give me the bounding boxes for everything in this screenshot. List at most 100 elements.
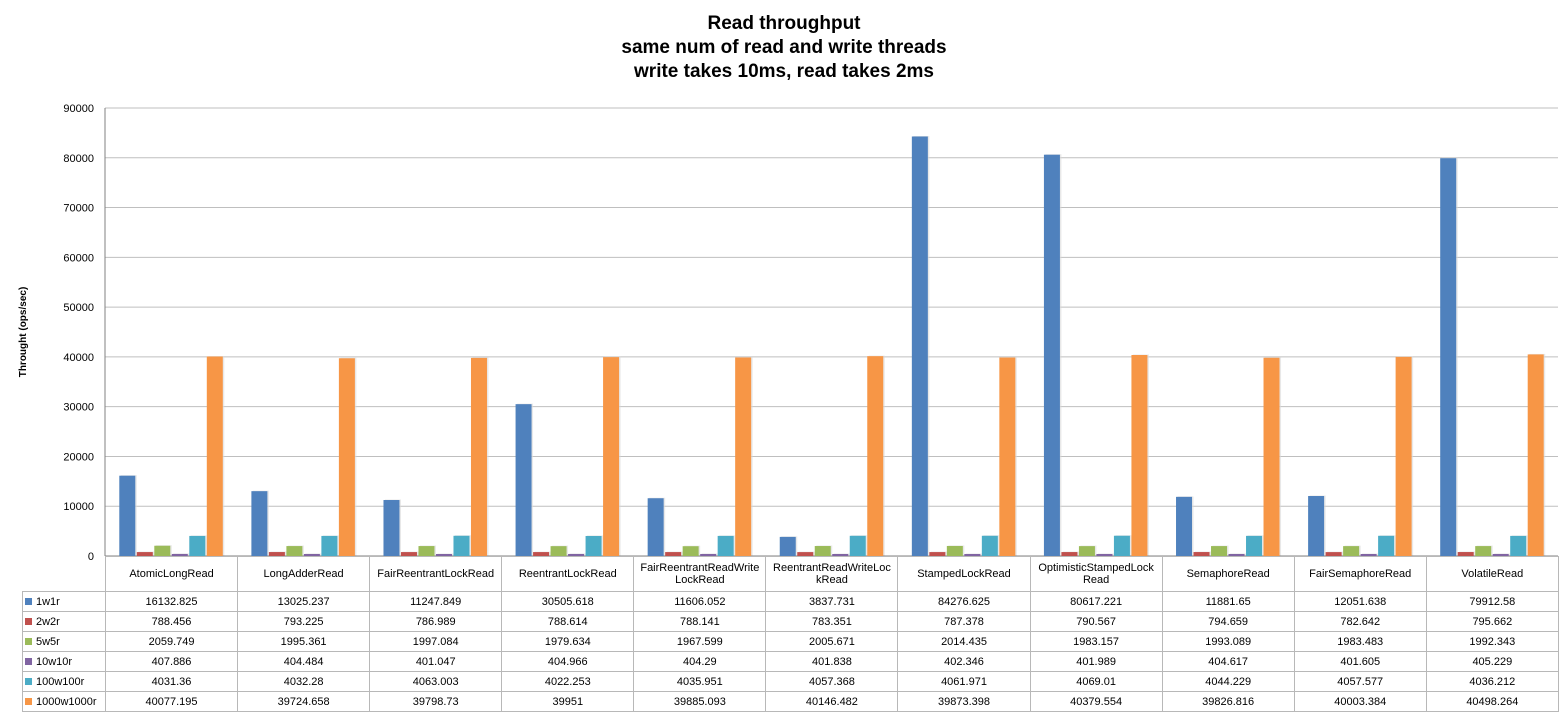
bar-2w2r-FairReentrantReadWriteLockRead xyxy=(665,552,682,556)
bar-10w10r-ReentrantLockRead xyxy=(568,553,585,556)
bar-5w5r-StampedLockRead xyxy=(946,545,963,556)
table-row: 2w2r 788.456 793.225 786.989 788.614 788.141 7… xyxy=(22,611,1559,632)
chart-title-line-1: Read throughput xyxy=(707,13,861,34)
bar-1w1r-AtomicLongRead xyxy=(119,475,136,556)
bar-10w10r-StampedLockRead xyxy=(964,553,981,556)
bar-1000w1000r-ReentrantReadWriteLockRead xyxy=(867,356,884,556)
data-label: 39826.816 xyxy=(1161,691,1295,712)
data-label: 1983.483 xyxy=(1293,631,1427,652)
data-label: 404.29 xyxy=(633,651,767,672)
data-label: 4031.36 xyxy=(104,671,239,692)
bar-5w5r-FairReentrantLockRead xyxy=(418,546,435,556)
bar-1000w1000r-SemaphoreRead xyxy=(1263,357,1280,556)
data-label: 787.378 xyxy=(897,611,1031,632)
bar-100w100r-AtomicLongRead xyxy=(189,535,206,556)
bar-5w5r-VolatileRead xyxy=(1475,546,1492,556)
data-label: 404.484 xyxy=(237,651,371,672)
bar-5w5r-OptimisticStampedLockRead xyxy=(1078,546,1095,556)
bar-10w10r-FairReentrantLockRead xyxy=(435,554,452,556)
legend-entry: 100w100r xyxy=(22,671,106,692)
data-label: 80617.221 xyxy=(1029,591,1163,612)
category-label-line: SemaphoreRead xyxy=(1186,568,1270,580)
bar-5w5r-SemaphoreRead xyxy=(1211,546,1228,556)
data-label: 4057.368 xyxy=(765,671,899,692)
category-label-line: LongAdderRead xyxy=(263,568,344,580)
bar-10w10r-LongAdderRead xyxy=(303,553,320,556)
data-label: 4069.01 xyxy=(1029,671,1163,692)
bar-100w100r-SemaphoreRead xyxy=(1246,535,1263,556)
data-label: 793.225 xyxy=(237,611,371,632)
bar-2w2r-FairSemaphoreRead xyxy=(1325,552,1342,556)
bar-100w100r-ReentrantReadWriteLockRead xyxy=(849,535,866,556)
bar-1000w1000r-AtomicLongRead xyxy=(206,356,223,556)
data-label: 1979.634 xyxy=(501,631,635,652)
data-label: 402.346 xyxy=(897,651,1031,672)
category-label: LongAdderRead xyxy=(237,556,371,592)
bar-1w1r-OptimisticStampedLockRead xyxy=(1043,154,1060,556)
bar-1w1r-FairReentrantLockRead xyxy=(383,500,400,556)
data-label: 30505.618 xyxy=(501,591,635,612)
bar-1w1r-StampedLockRead xyxy=(911,136,928,556)
category-label: FairReentrantLockRead xyxy=(369,556,503,592)
category-label-line: ReentrantLockRead xyxy=(518,568,617,580)
bar-1000w1000r-StampedLockRead xyxy=(999,357,1016,556)
y-tick-label: 70000 xyxy=(63,203,94,215)
legend-swatch xyxy=(25,598,32,606)
category-label: FairReentrantReadWrite LockRead xyxy=(633,556,767,592)
bar-1w1r-FairReentrantReadWriteLockRead xyxy=(647,498,664,556)
data-label: 11247.849 xyxy=(369,591,503,612)
data-label: 404.617 xyxy=(1161,651,1295,672)
data-label: 3837.731 xyxy=(765,591,899,612)
data-label: 401.989 xyxy=(1029,651,1163,672)
category-label-line: StampedLockRead xyxy=(917,568,1011,580)
data-label: 4061.971 xyxy=(897,671,1031,692)
data-label: 404.966 xyxy=(501,651,635,672)
data-label: 2014.435 xyxy=(897,631,1031,652)
category-label-line: kRead xyxy=(816,574,848,586)
bar-10w10r-FairSemaphoreRead xyxy=(1360,554,1377,556)
bar-2w2r-LongAdderRead xyxy=(268,552,285,556)
bar-1w1r-SemaphoreRead xyxy=(1176,496,1193,556)
category-label-line: OptimisticStampedLock xyxy=(1038,562,1154,574)
bar-2w2r-StampedLockRead xyxy=(929,552,946,556)
bar-1000w1000r-ReentrantLockRead xyxy=(603,357,620,556)
y-tick-label: 60000 xyxy=(63,252,94,264)
bar-10w10r-FairReentrantReadWriteLockRead xyxy=(700,553,717,556)
data-label: 39873.398 xyxy=(897,691,1031,712)
y-tick-label: 50000 xyxy=(63,302,94,314)
bar-100w100r-FairSemaphoreRead xyxy=(1378,535,1395,556)
bar-2w2r-ReentrantLockRead xyxy=(533,552,550,556)
data-label: 4035.951 xyxy=(633,671,767,692)
table-row: 100w100r 4031.36 4032.28 4063.003 4022.253 40… xyxy=(22,671,1559,692)
bar-1000w1000r-VolatileRead xyxy=(1527,354,1544,556)
y-tick-label: 30000 xyxy=(63,402,94,414)
data-label: 1992.343 xyxy=(1425,631,1559,652)
y-tick-label: 40000 xyxy=(63,352,94,364)
bar-2w2r-AtomicLongRead xyxy=(136,552,153,556)
bar-1000w1000r-OptimisticStampedLockRead xyxy=(1131,354,1148,556)
y-tick-label: 10000 xyxy=(63,501,94,513)
legend-entry: 1000w1000r xyxy=(22,691,106,712)
data-label: 786.989 xyxy=(369,611,503,632)
category-label: StampedLockRead xyxy=(897,556,1031,592)
category-label: VolatileRead xyxy=(1425,556,1559,592)
category-label-line: VolatileRead xyxy=(1461,568,1524,580)
bar-1000w1000r-FairSemaphoreRead xyxy=(1395,356,1412,556)
data-label: 1993.089 xyxy=(1161,631,1295,652)
data-label: 1967.599 xyxy=(633,631,767,652)
data-label: 40146.482 xyxy=(765,691,899,712)
data-label: 13025.237 xyxy=(237,591,371,612)
data-label: 39951 xyxy=(501,691,635,712)
legend-entry: 2w2r xyxy=(22,611,106,632)
data-label: 39724.658 xyxy=(237,691,371,712)
data-label: 4044.229 xyxy=(1161,671,1295,692)
data-label: 40077.195 xyxy=(104,691,239,712)
legend-label: 100w100r xyxy=(36,675,85,688)
data-label: 16132.825 xyxy=(104,591,239,612)
data-label: 788.141 xyxy=(633,611,767,632)
data-table: AtomicLongRead LongAdderRead FairReentrant… xyxy=(22,556,1559,712)
data-label: 783.351 xyxy=(765,611,899,632)
bar-5w5r-FairSemaphoreRead xyxy=(1343,546,1360,556)
bar-1w1r-LongAdderRead xyxy=(251,491,268,556)
